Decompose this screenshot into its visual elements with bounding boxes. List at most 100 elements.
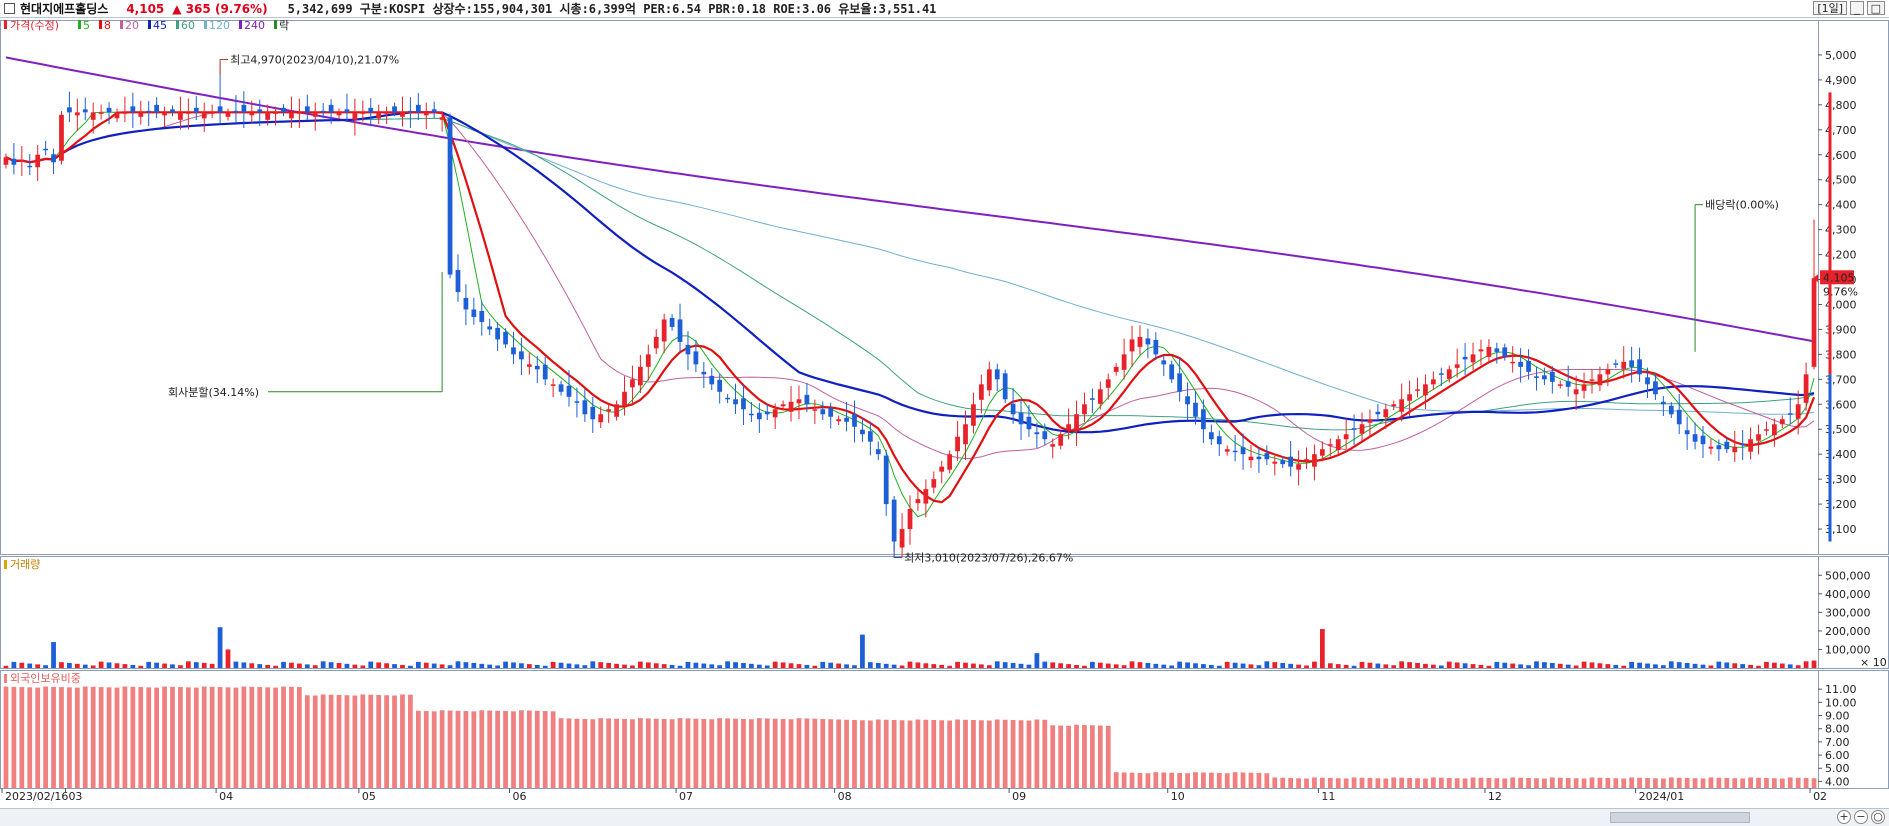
candle-body[interactable] xyxy=(1597,374,1603,386)
candle-body[interactable] xyxy=(336,112,342,116)
candle-body[interactable] xyxy=(860,429,865,435)
candle-body[interactable] xyxy=(1399,399,1405,412)
candle-body[interactable] xyxy=(1335,439,1341,451)
candle-body[interactable] xyxy=(1010,403,1016,415)
candle-body[interactable] xyxy=(1097,389,1103,404)
candle-body[interactable] xyxy=(257,109,263,113)
candle-body[interactable] xyxy=(1367,419,1373,423)
candle-body[interactable] xyxy=(122,112,128,114)
candle-body[interactable] xyxy=(1486,346,1492,357)
candle-body[interactable] xyxy=(1676,409,1682,425)
candle-body[interactable] xyxy=(27,165,33,168)
candle-body[interactable] xyxy=(614,404,619,417)
candle-body[interactable] xyxy=(1573,389,1579,395)
candle-body[interactable] xyxy=(67,107,72,113)
candle-body[interactable] xyxy=(423,112,429,116)
candle-body[interactable] xyxy=(1312,454,1317,467)
candle-body[interactable] xyxy=(1732,446,1738,453)
candle-body[interactable] xyxy=(709,375,715,385)
candle-body[interactable] xyxy=(114,112,120,119)
candle-body[interactable] xyxy=(384,112,389,114)
candle-body[interactable] xyxy=(622,391,627,406)
candle-body[interactable] xyxy=(1748,439,1753,452)
candle-body[interactable] xyxy=(978,384,984,400)
candle-body[interactable] xyxy=(1018,412,1024,425)
zoom-reset-icon[interactable]: ○ xyxy=(1871,810,1885,824)
candle-body[interactable] xyxy=(1645,377,1650,385)
candle-body[interactable] xyxy=(749,413,754,416)
candle-body[interactable] xyxy=(867,431,873,442)
scroll-thumb[interactable] xyxy=(1610,812,1750,823)
candle-body[interactable] xyxy=(1716,445,1722,450)
candle-body[interactable] xyxy=(1764,429,1769,431)
candle-body[interactable] xyxy=(1605,369,1611,375)
candle-body[interactable] xyxy=(1145,338,1151,345)
candle-body[interactable] xyxy=(352,112,358,120)
candle-body[interactable] xyxy=(1383,409,1389,418)
candle-body[interactable] xyxy=(1256,456,1262,460)
candle-body[interactable] xyxy=(1288,456,1294,467)
candle-body[interactable] xyxy=(1565,381,1571,387)
candle-body[interactable] xyxy=(1359,424,1365,434)
candle-body[interactable] xyxy=(1779,419,1785,425)
candle-body[interactable] xyxy=(844,417,849,422)
candle-body[interactable] xyxy=(637,366,643,386)
candle-body[interactable] xyxy=(955,436,960,452)
candle-body[interactable] xyxy=(304,106,310,113)
candle-body[interactable] xyxy=(1224,449,1230,452)
candle-body[interactable] xyxy=(360,112,366,114)
candle-body[interactable] xyxy=(1756,434,1761,441)
candle-body[interactable] xyxy=(1296,464,1301,470)
candle-body[interactable] xyxy=(415,104,421,113)
candle-body[interactable] xyxy=(1510,361,1516,364)
candle-body[interactable] xyxy=(812,409,818,411)
candle-body[interactable] xyxy=(1589,379,1595,381)
candle-body[interactable] xyxy=(788,401,794,412)
candle-body[interactable] xyxy=(463,297,469,310)
candle-body[interactable] xyxy=(297,112,302,114)
candle-body[interactable] xyxy=(1121,354,1127,370)
candle-body[interactable] xyxy=(1185,396,1190,405)
candle-body[interactable] xyxy=(582,400,588,415)
candle-body[interactable] xyxy=(1653,381,1658,395)
candle-body[interactable] xyxy=(931,479,937,488)
candle-body[interactable] xyxy=(1327,444,1333,446)
candle-body[interactable] xyxy=(1105,379,1111,388)
candle-body[interactable] xyxy=(1708,446,1714,449)
candle-body[interactable] xyxy=(1415,389,1420,391)
candle-body[interactable] xyxy=(1518,361,1523,367)
candle-body[interactable] xyxy=(193,107,199,113)
candle-body[interactable] xyxy=(487,326,493,330)
candle-body[interactable] xyxy=(1621,361,1627,369)
candle-body[interactable] xyxy=(368,107,374,113)
candle-body[interactable] xyxy=(733,399,738,405)
candle-body[interactable] xyxy=(1272,461,1278,464)
minimize-icon[interactable]: _ xyxy=(1850,1,1864,15)
candle-body[interactable] xyxy=(328,104,334,113)
candle-body[interactable] xyxy=(717,379,723,392)
candle-body[interactable] xyxy=(1216,436,1222,445)
candle-body[interactable] xyxy=(1581,384,1587,391)
candle-body[interactable] xyxy=(225,112,231,117)
candle-body[interactable] xyxy=(1462,356,1468,360)
candle-body[interactable] xyxy=(98,112,104,114)
candle-body[interactable] xyxy=(907,509,913,530)
zoom-in-icon[interactable]: + xyxy=(1837,810,1851,824)
candle-body[interactable] xyxy=(542,364,548,380)
candle-body[interactable] xyxy=(645,354,651,367)
candle-body[interactable] xyxy=(130,106,136,113)
candle-body[interactable] xyxy=(201,112,207,119)
candle-body[interactable] xyxy=(1684,430,1690,435)
candle-body[interactable] xyxy=(185,112,191,114)
checkbox-icon[interactable] xyxy=(4,3,15,14)
candle-body[interactable] xyxy=(273,112,278,114)
candle-body[interactable] xyxy=(1423,384,1428,396)
candle-body[interactable] xyxy=(154,104,160,113)
candle-body[interactable] xyxy=(1549,371,1555,382)
candle-body[interactable] xyxy=(1343,434,1349,440)
candle-body[interactable] xyxy=(693,351,699,365)
candle-body[interactable] xyxy=(162,112,167,116)
candle-body[interactable] xyxy=(1066,424,1071,430)
candle-body[interactable] xyxy=(1811,278,1817,367)
candle-body[interactable] xyxy=(661,319,667,342)
